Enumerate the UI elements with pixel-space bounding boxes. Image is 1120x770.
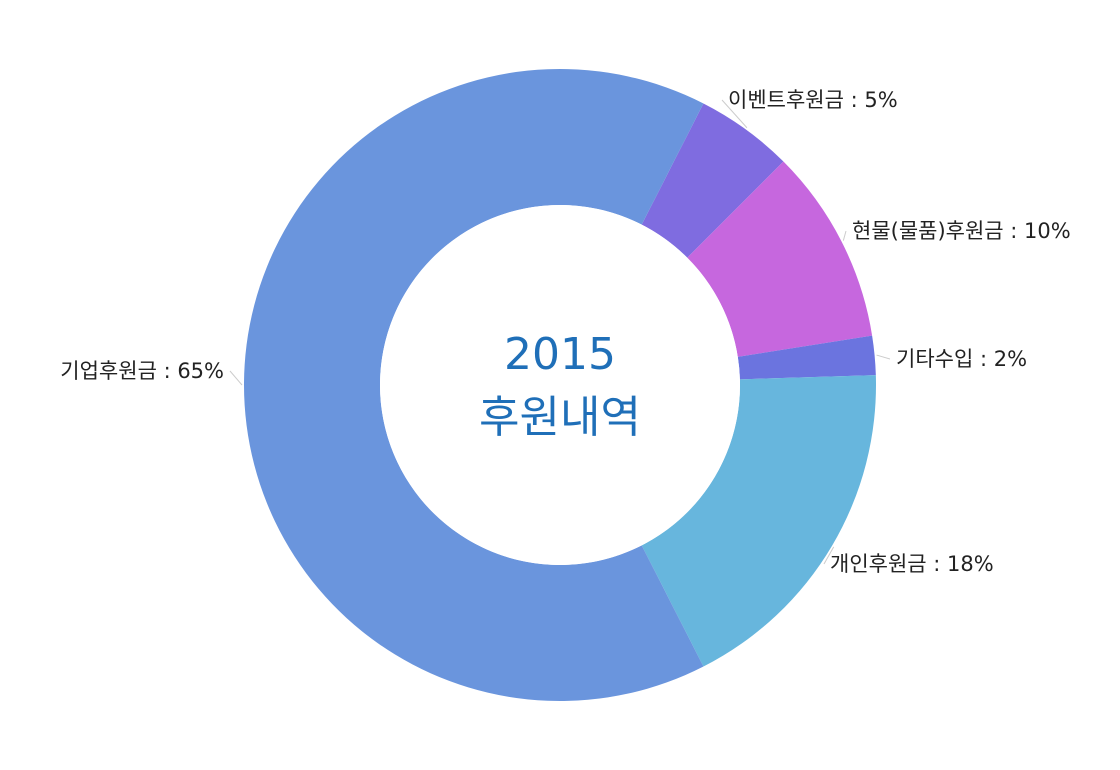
slice-label-1: 이벤트후원금 : 5% [728,88,898,112]
center-title-year: 2015 [504,329,616,380]
leader-line-3 [876,354,891,360]
leader-line-1 [721,99,748,129]
slice-label-2: 현물(물품)후원금 : 10% [852,219,1071,243]
slice-3 [737,335,876,380]
slice-label-5: 기업후원금 : 65% [60,359,224,383]
donut-center: 2015 후원내역 [479,329,641,443]
slice-5 [243,68,704,702]
donut-slices [243,68,876,702]
leader-line-4 [823,546,835,565]
slice-label-3: 기타수입 : 2% [896,347,1027,371]
donut-hole [380,205,740,565]
center-title-text: 후원내역 [479,392,641,443]
slice-2 [687,161,873,357]
leader-line-2 [842,230,847,241]
label-leader-lines [229,99,891,565]
slice-1 [641,103,784,258]
slice-labels: 이벤트후원금 : 5% 현물(물품)후원금 : 10% 기타수입 : 2% 개인후원금… [60,88,1070,576]
slice-label-4: 개인후원금 : 18% [830,552,994,576]
leader-line-5 [229,370,243,386]
slice-4 [641,375,876,667]
